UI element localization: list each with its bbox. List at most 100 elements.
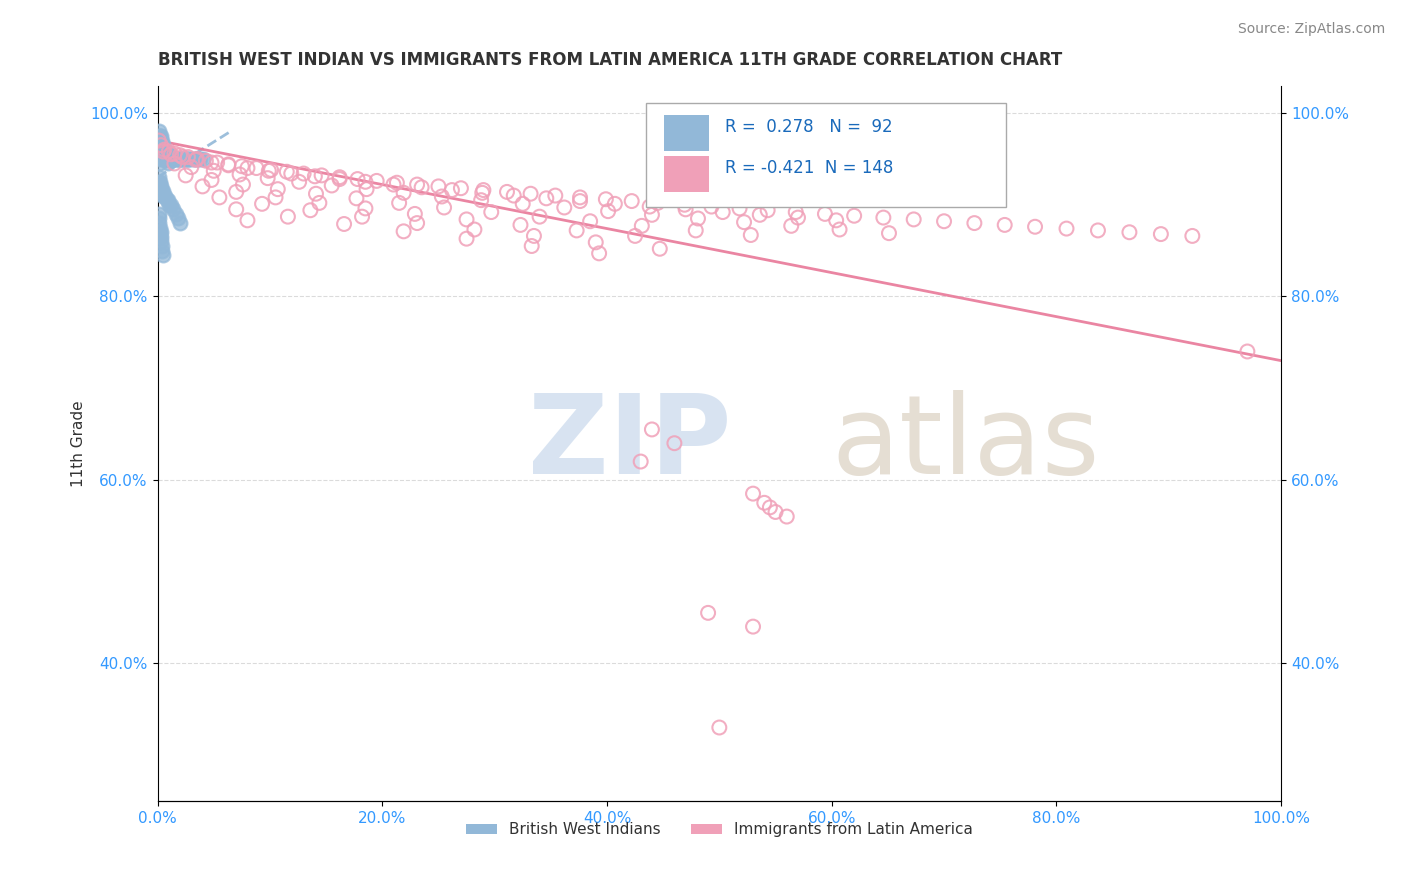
Point [346,172,368,186]
Point [742,619,765,633]
Point [177,150,200,164]
Point [588,246,610,260]
Point [520,239,543,253]
Point [260,162,283,177]
Point [153,143,176,157]
Point [333,217,356,231]
Point [217,158,239,172]
Point [785,205,807,219]
Point [872,211,894,225]
Point [217,157,239,171]
Point [686,211,709,226]
Point [877,226,900,240]
Point [433,201,456,215]
Point [430,189,453,203]
Point [759,500,782,515]
Point [225,185,247,199]
Point [825,213,848,227]
Point [228,168,250,182]
Point [932,214,955,228]
Point [638,200,661,214]
Point [184,153,207,167]
Point [685,223,707,237]
Point [630,219,652,233]
Point [148,124,170,138]
Point [162,152,184,166]
Point [280,167,302,181]
Point [152,188,174,202]
Point [903,212,925,227]
Point [392,224,415,238]
Point [149,138,172,153]
Point [172,152,194,166]
Point [456,212,478,227]
Point [172,152,194,166]
Point [149,134,172,148]
Point [388,195,411,210]
Point [149,184,172,198]
Point [150,147,173,161]
Point [186,152,208,166]
Point [630,454,652,468]
FancyBboxPatch shape [647,103,1005,207]
Point [165,152,187,166]
Point [392,186,415,200]
Point [148,128,170,143]
Point [153,188,176,202]
Point [963,216,986,230]
Point [250,197,273,211]
Point [440,183,463,197]
Point [787,211,810,225]
Point [553,201,575,215]
Point [157,198,180,212]
Point [166,152,188,166]
Point [450,181,472,195]
Point [354,202,377,216]
Point [329,172,352,186]
Point [160,147,183,161]
Point [502,188,524,202]
Point [236,213,259,227]
Point [180,160,202,174]
FancyBboxPatch shape [664,156,709,192]
Point [305,186,328,201]
Point [155,152,177,166]
Point [748,208,770,222]
Point [174,152,197,166]
Point [385,176,408,190]
Point [292,167,315,181]
Point [156,156,179,170]
Point [765,505,787,519]
Point [382,178,405,192]
Point [200,155,222,169]
Point [188,152,211,166]
Point [536,191,558,205]
Point [149,138,172,153]
Point [523,228,546,243]
Point [149,230,172,244]
Point [156,193,179,207]
Point [162,202,184,217]
Point [496,185,519,199]
Point [406,216,429,230]
Point [149,230,172,244]
Text: Source: ZipAtlas.com: Source: ZipAtlas.com [1237,22,1385,37]
Point [149,143,172,157]
Point [187,152,209,166]
Point [595,192,617,206]
Point [148,175,170,189]
Point [519,186,541,201]
Point [149,143,172,157]
Point [149,134,172,148]
Point [150,143,173,157]
Point [150,134,173,148]
Point [194,153,217,168]
Point [411,180,433,194]
Point [165,207,187,221]
Point [153,152,176,166]
Point [200,173,222,187]
Point [169,148,191,162]
Point [288,175,311,189]
Point [472,183,495,197]
Point [647,195,669,210]
